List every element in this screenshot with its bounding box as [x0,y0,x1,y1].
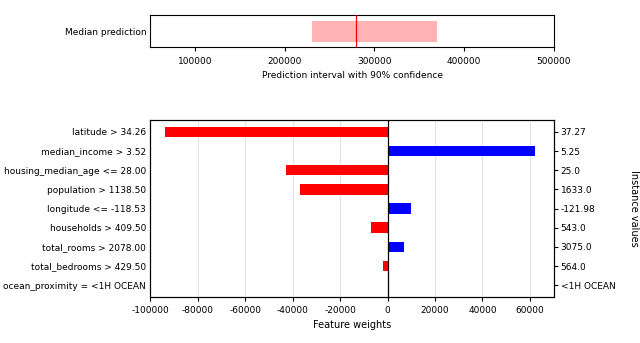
Bar [164,127,388,137]
Bar [388,203,412,214]
Bar [388,146,534,156]
Bar [285,165,388,176]
Bar [312,21,437,42]
Bar [371,223,388,233]
Bar [388,241,404,252]
Y-axis label: Instance values: Instance values [629,170,639,247]
Bar [383,261,388,271]
Bar [300,184,388,195]
X-axis label: Feature weights: Feature weights [313,320,391,330]
X-axis label: Prediction interval with 90% confidence: Prediction interval with 90% confidence [262,71,442,80]
